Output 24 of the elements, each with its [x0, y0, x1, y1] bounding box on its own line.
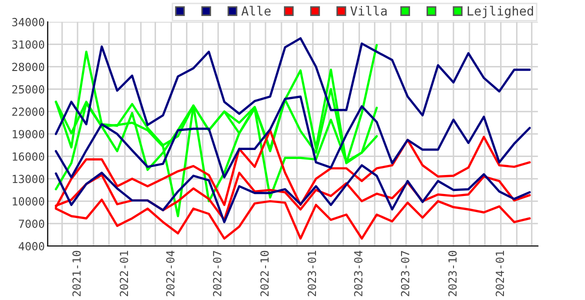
x-tick-label: 2022-01	[120, 250, 128, 296]
x-tick-label: 2023-01	[308, 250, 316, 296]
y-tick-label: 25000	[12, 85, 44, 94]
x-tick-label: 2023-04	[354, 250, 362, 296]
x-tick-label: 2023-07	[400, 251, 410, 296]
y-tick-label: 4000	[18, 242, 44, 250]
legend-label: Villa	[350, 6, 387, 16]
y-tick-label: 28000	[12, 62, 44, 72]
x-tick-label: 2023-10	[448, 250, 457, 296]
x-tick-label: 2024-01	[496, 250, 504, 296]
y-tick-label: 31000	[12, 40, 44, 49]
y-tick-label: 10000	[12, 197, 44, 206]
x-tick-label: 2022-04	[166, 250, 175, 296]
y-tick-label: 34000	[12, 18, 44, 26]
y-tick-label: 16000	[12, 152, 44, 161]
legend-label: Lejlighed	[468, 6, 533, 18]
y-tick-label: 13000	[12, 174, 44, 184]
x-tick-label: 2022-07	[212, 251, 222, 296]
legend-label: Alle	[241, 6, 271, 16]
x-tick-label: 2021-10	[72, 250, 81, 296]
y-tick-label: 22000	[12, 108, 44, 116]
y-tick-label: 7000	[18, 220, 44, 228]
y-tick-label: 19000	[12, 130, 44, 138]
x-tick-label: 2022-10	[260, 250, 269, 296]
